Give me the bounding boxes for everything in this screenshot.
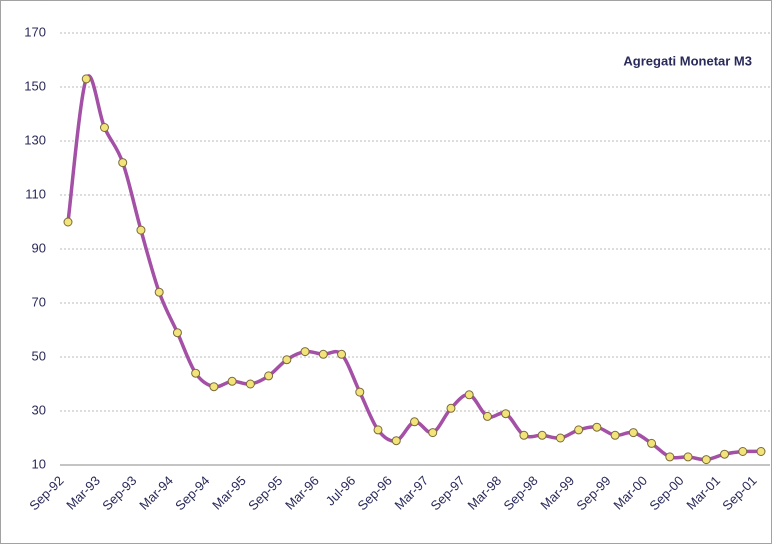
x-tick-label: Sep-95 bbox=[245, 473, 285, 513]
x-tick-label: Sep-92 bbox=[26, 473, 66, 513]
y-tick-label: 70 bbox=[32, 294, 46, 309]
data-point bbox=[63, 217, 73, 227]
data-point bbox=[464, 390, 474, 400]
data-point bbox=[701, 455, 711, 465]
data-point bbox=[81, 74, 91, 84]
data-point bbox=[99, 123, 109, 132]
x-tick-label: Sep-97 bbox=[428, 473, 468, 513]
y-tick-label: 30 bbox=[32, 402, 46, 417]
data-point bbox=[118, 158, 128, 168]
x-tick-label: Jul-96 bbox=[323, 473, 359, 509]
x-tick-label: Sep-98 bbox=[500, 473, 540, 513]
data-point bbox=[337, 349, 347, 359]
data-point bbox=[209, 382, 219, 392]
y-tick-label: 10 bbox=[32, 456, 46, 471]
data-point bbox=[355, 387, 365, 397]
x-tick-label: Sep-99 bbox=[573, 473, 613, 513]
data-point bbox=[264, 371, 274, 381]
data-point bbox=[592, 422, 602, 432]
x-tick-label: Mar-96 bbox=[282, 473, 322, 513]
data-point bbox=[410, 417, 419, 427]
data-point bbox=[647, 438, 657, 448]
data-point bbox=[154, 287, 164, 297]
data-point bbox=[482, 411, 492, 421]
data-point bbox=[172, 328, 182, 338]
data-point bbox=[318, 349, 328, 359]
data-point bbox=[610, 430, 620, 440]
data-point bbox=[191, 368, 201, 378]
data-point bbox=[720, 449, 730, 459]
data-point bbox=[683, 452, 693, 462]
data-point bbox=[537, 430, 547, 440]
y-tick-label: 110 bbox=[25, 186, 46, 201]
x-tick-label: Mar-95 bbox=[209, 473, 249, 513]
data-point bbox=[501, 409, 511, 419]
y-tick-label: 170 bbox=[24, 24, 46, 39]
x-tick-label: Mar-99 bbox=[537, 473, 577, 513]
x-tick-label: Sep-94 bbox=[172, 473, 212, 513]
y-tick-label: 50 bbox=[32, 348, 46, 363]
data-point bbox=[245, 379, 255, 389]
data-point bbox=[227, 376, 237, 386]
y-tick-label: 130 bbox=[24, 132, 46, 147]
data-point bbox=[282, 355, 292, 365]
y-tick-label: 150 bbox=[24, 78, 46, 93]
x-tick-label: Mar-00 bbox=[610, 473, 650, 513]
x-tick-label: Mar-01 bbox=[683, 473, 723, 513]
data-point bbox=[136, 225, 146, 235]
x-tick-label: Mar-94 bbox=[136, 473, 176, 513]
data-point bbox=[756, 447, 766, 456]
y-tick-label: 90 bbox=[32, 240, 46, 255]
data-point bbox=[446, 403, 456, 413]
x-tick-label: Mar-98 bbox=[465, 473, 505, 513]
x-tick-label: Sep-93 bbox=[99, 473, 139, 513]
data-point bbox=[373, 425, 383, 435]
x-tick-label: Mar-97 bbox=[392, 473, 432, 513]
data-point bbox=[391, 436, 401, 446]
chart-title: Agregati Monetar M3 bbox=[623, 53, 752, 68]
data-point bbox=[574, 425, 584, 435]
data-point bbox=[665, 452, 675, 462]
series-line bbox=[66, 74, 762, 462]
data-point bbox=[519, 430, 529, 440]
x-tick-label: Mar-93 bbox=[63, 473, 103, 513]
x-tick-label: Sep-96 bbox=[355, 473, 395, 513]
data-point bbox=[628, 428, 638, 438]
x-tick-label: Sep-00 bbox=[646, 473, 686, 513]
data-point bbox=[428, 428, 438, 438]
data-point bbox=[300, 347, 310, 357]
x-tick-label: Sep-01 bbox=[719, 473, 759, 513]
data-point bbox=[738, 447, 748, 456]
data-point bbox=[555, 433, 565, 443]
